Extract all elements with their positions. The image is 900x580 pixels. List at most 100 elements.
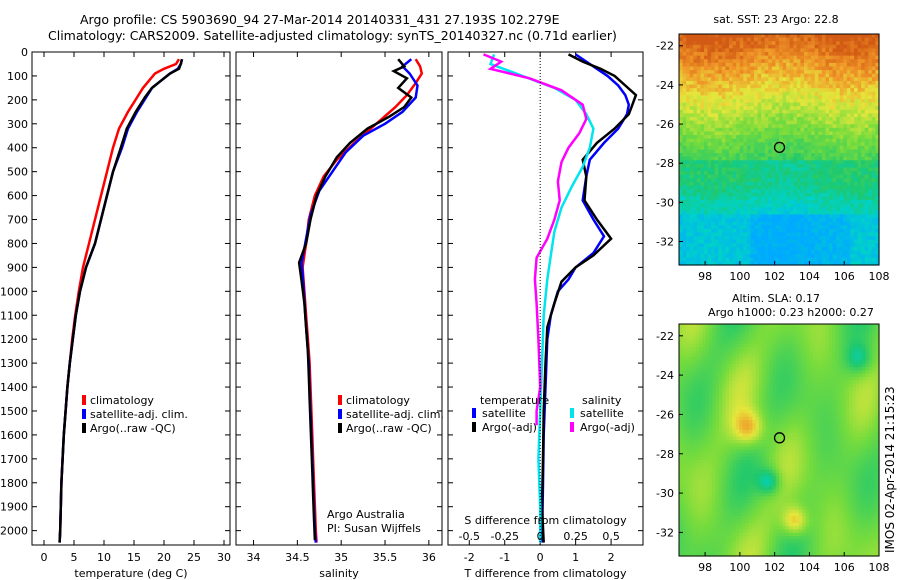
series-line-salinity — [300, 58, 419, 543]
x-tick-label-differences: 0 — [537, 551, 544, 564]
legend-label-temperature: climatology — [90, 394, 154, 407]
y-tick-label: 1500 — [0, 405, 28, 418]
map-title-sla: Altim. SLA: 0.17 — [732, 292, 820, 305]
y-tick-label: 1300 — [0, 357, 28, 370]
map-x-tick-label: 98 — [698, 561, 712, 574]
y-tick-label: 2000 — [0, 525, 28, 538]
x-tick-label-temperature: 0 — [41, 551, 48, 564]
map-x-tick-label: 98 — [698, 270, 712, 283]
map-x-tick-label: 104 — [799, 270, 820, 283]
x-tick-label-salinity: 36 — [422, 551, 436, 564]
y-tick-label: 400 — [7, 142, 28, 155]
x-tick-label-temperature: 30 — [217, 551, 231, 564]
y-tick-label: 600 — [7, 190, 28, 203]
map-y-tick-label: -24 — [656, 79, 674, 92]
x-tick-label-temperature: 15 — [127, 551, 141, 564]
legend-label-differences: Argo(-adj) — [580, 421, 635, 434]
x-axis-label-temperature: temperature (deg C) — [74, 567, 187, 580]
x-axis-label-salinity: salinity — [319, 567, 359, 580]
x2-tick-label: 0.25 — [563, 530, 588, 543]
legend-swatch-temperature — [82, 423, 86, 433]
map-y-tick-label: -22 — [656, 330, 674, 343]
map-y-tick-label: -28 — [656, 157, 674, 170]
legend-label-differences: satellite — [580, 407, 624, 420]
map-x-tick-label: 106 — [834, 561, 855, 574]
x-tick-label-salinity: 35 — [334, 551, 348, 564]
figure-title-line2: Climatology: CARS2009. Satellite-adjuste… — [48, 28, 617, 43]
map-y-tick-label: -24 — [656, 369, 674, 382]
map-y-tick-label: -26 — [656, 118, 674, 131]
y-tick-label: 800 — [7, 237, 28, 250]
map-y-tick-label: -30 — [656, 196, 674, 209]
map-y-tick-label: -32 — [656, 236, 674, 249]
y-tick-label: 1900 — [0, 501, 28, 514]
map-y-tick-label: -22 — [656, 40, 674, 53]
y-tick-label: 1000 — [0, 285, 28, 298]
map-title-sst: sat. SST: 23 Argo: 22.8 — [713, 13, 838, 26]
legend-label-salinity: climatology — [346, 394, 410, 407]
series-line-differences — [540, 53, 638, 543]
map-x-tick-label: 104 — [799, 561, 820, 574]
legend-swatch-differences — [472, 408, 476, 418]
x-axis-label-differences: T difference from climatology — [464, 567, 627, 580]
y-tick-label: 100 — [7, 70, 28, 83]
map-x-tick-label: 100 — [729, 561, 750, 574]
legend-swatch-temperature — [82, 395, 86, 405]
annotation-credit: Argo Australia — [327, 508, 405, 521]
figure-title-line1: Argo profile: CS 5903690_94 27-Mar-2014 … — [80, 12, 560, 27]
x-tick-label-salinity: 34 — [247, 551, 261, 564]
legend-label-salinity: satellite-adj. clim. — [346, 408, 444, 421]
x-tick-label-temperature: 25 — [187, 551, 201, 564]
legend-swatch-differences — [570, 422, 574, 432]
series-line-temperature — [58, 58, 184, 543]
map-frame-sst_map — [678, 33, 880, 266]
map-y-tick-label: -32 — [656, 526, 674, 539]
legend-label-differences: satellite — [482, 407, 526, 420]
map-y-tick-label: -26 — [656, 408, 674, 421]
x-tick-label-differences: -1 — [499, 551, 510, 564]
argo-location-marker — [773, 432, 786, 444]
map-x-tick-label: 102 — [764, 270, 785, 283]
series-line-differences — [483, 53, 588, 426]
map-subtitle-sla: Argo h1000: 0.23 h2000: 0.27 — [708, 306, 874, 319]
x2-tick-label: -0.5 — [459, 530, 480, 543]
y-tick-label: 1400 — [0, 381, 28, 394]
x2-tick-label: 0.5 — [602, 530, 620, 543]
y-tick-label: 200 — [7, 94, 28, 107]
y-tick-label: 700 — [7, 214, 28, 227]
y-tick-label: 900 — [7, 261, 28, 274]
map-sla_map — [679, 324, 880, 557]
map-x-tick-label: 108 — [869, 270, 890, 283]
map-x-tick-label: 100 — [729, 270, 750, 283]
plot-frame-temperature — [31, 51, 231, 546]
plot-frame-salinity — [235, 51, 443, 546]
legend-label-salinity: Argo(..raw -QC) — [346, 422, 432, 435]
legend-swatch-temperature — [82, 409, 86, 419]
map-y-tick-label: -30 — [656, 487, 674, 500]
x-tick-label-temperature: 20 — [157, 551, 171, 564]
map-sst_map — [679, 34, 880, 266]
legend-group-title: temperature — [480, 394, 549, 407]
x-tick-label-salinity: 35.5 — [373, 551, 398, 564]
map-x-tick-label: 102 — [764, 561, 785, 574]
series-line-salinity — [297, 58, 414, 541]
x-tick-label-differences: -2 — [464, 551, 475, 564]
x2-tick-label: -0.25 — [490, 530, 518, 543]
x2-axis-label: S difference from climatology — [464, 514, 627, 527]
y-tick-label: 1200 — [0, 333, 28, 346]
annotation-pi: PI: Susan Wijffels — [327, 522, 421, 535]
argo-location-marker — [773, 141, 786, 153]
map-x-tick-label: 108 — [869, 561, 890, 574]
legend-swatch-differences — [472, 422, 476, 432]
x-tick-label-differences: 2 — [608, 551, 615, 564]
legend-label-temperature: Argo(..raw -QC) — [90, 422, 176, 435]
map-frame-sla_map — [678, 323, 880, 557]
x2-tick-label: 0 — [537, 530, 544, 543]
y-tick-label: 1700 — [0, 453, 28, 466]
x-tick-label-differences: 1 — [572, 551, 579, 564]
x-tick-label-temperature: 10 — [97, 551, 111, 564]
legend-label-differences: Argo(-adj) — [482, 421, 537, 434]
y-tick-label: 300 — [7, 118, 28, 131]
x-tick-label-salinity: 34.5 — [285, 551, 310, 564]
